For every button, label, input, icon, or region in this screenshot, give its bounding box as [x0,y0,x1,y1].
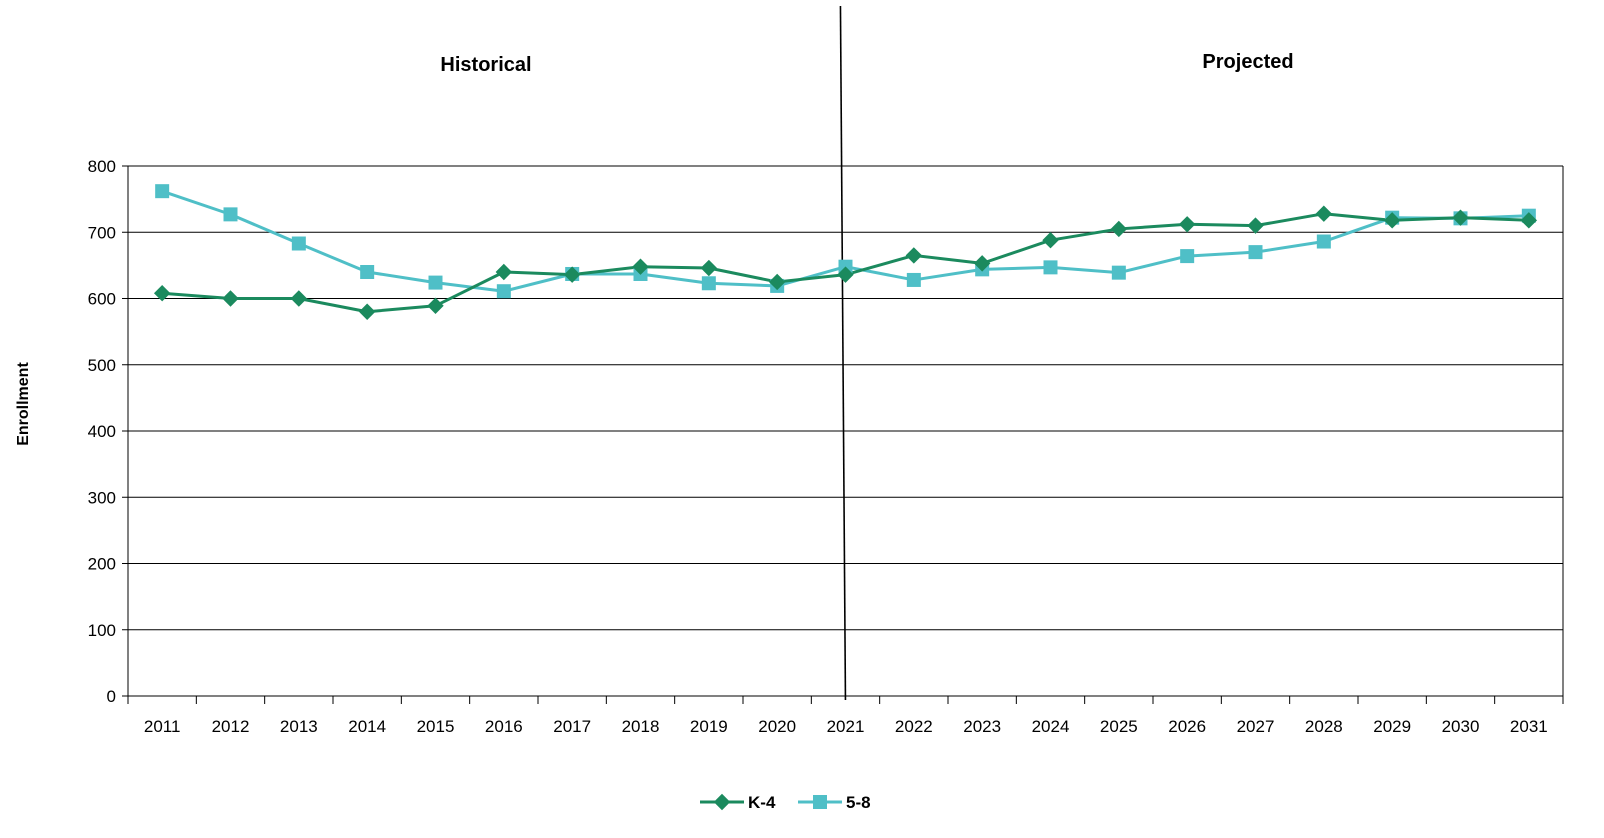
x-tick-label: 2013 [280,717,318,736]
legend-5-8: 5-8 [798,793,871,812]
x-tick-label: 2021 [827,717,865,736]
k-4-point [700,259,718,277]
x-tick-label: 2015 [417,717,455,736]
x-tick-label: 2018 [622,717,660,736]
5-8-point [1316,234,1331,249]
k-4-point [427,297,444,314]
projection-divider-line [839,5,847,701]
x-tick-label: 2026 [1168,717,1206,736]
projected-annotation: Projected [1202,51,1293,73]
x-tick-label: 2012 [212,717,250,736]
y-axis-title: Enrollment [15,362,32,446]
k-4-point [153,284,171,302]
5-8-point [1043,260,1058,275]
k-4-point [1452,209,1469,226]
5-8-point [496,284,511,299]
x-tick-label: 2016 [485,717,523,736]
k-4-point [1178,216,1196,233]
5-8-point [701,276,716,291]
historical-projected-divider [839,5,847,701]
x-tick-label: 2024 [1032,717,1070,736]
y-tick-label: 800 [88,157,116,176]
y-tick-label: 100 [88,621,116,640]
legend-label: 5-8 [846,793,871,812]
x-tick-label: 2025 [1100,717,1138,736]
5-8-point [906,272,921,287]
x-tick-label: 2019 [690,717,728,736]
y-tick-label: 300 [88,488,116,507]
y-tick-label: 200 [88,555,116,574]
5-8-point [428,275,443,290]
grid-lines [128,165,1563,697]
k-4-point [1520,212,1538,229]
legend: K-4 5-8 [700,793,871,812]
k-4-point [1315,205,1333,222]
k-4-point [1247,217,1264,234]
5-8-point [155,184,170,199]
k-4-point [768,273,786,291]
x-tick-label: 2023 [963,717,1001,736]
x-tick-label: 2030 [1442,717,1480,736]
5-8-point [1111,265,1126,280]
labels: Historical Projected Enrollment [15,51,1294,446]
x-tick-label: 2028 [1305,717,1343,736]
k-4-point [837,266,854,283]
x-tick-label: 2022 [895,717,933,736]
k-4-point [1110,220,1128,238]
legend-marker-diamond [713,793,731,811]
5-8-point [291,236,306,251]
k-4-point [905,247,923,264]
x-tick-label: 2031 [1510,717,1548,736]
x-tick-label: 2011 [144,717,181,736]
y-tick-label: 500 [88,356,116,375]
k-4-point [1042,231,1059,249]
k-4-point [358,303,376,320]
series-lines [153,184,1538,320]
y-tick-label: 400 [88,422,116,441]
k-4-point [973,255,991,272]
x-tick-label: 2014 [348,717,386,736]
5-8-point [1180,249,1195,264]
y-tick-label: 700 [88,223,116,242]
5-8-point [1248,245,1263,260]
k-4-point [495,263,513,281]
k-4-point [1383,212,1401,229]
legend-label: K-4 [748,793,776,812]
k-4-point [563,266,581,283]
x-tick-label: 2027 [1237,717,1275,736]
x-tick-label: 2020 [758,717,796,736]
k-4-point [222,290,239,307]
y-tick-label: 0 [107,687,116,706]
k-4-point [632,258,649,275]
legend-marker-square [813,795,827,809]
x-tick-label: 2017 [553,717,591,736]
y-tick-label: 600 [88,290,116,309]
axes: 0 100 200 300 400 500 600 700 800 2011 2012 2013 201… [88,157,1564,736]
historical-annotation: Historical [440,54,531,76]
x-tick-label: 2029 [1373,717,1411,736]
k-4-point [290,290,308,307]
legend-k-4: K-4 [700,793,776,812]
5-8-point [360,265,375,279]
5-8-point [223,207,238,222]
